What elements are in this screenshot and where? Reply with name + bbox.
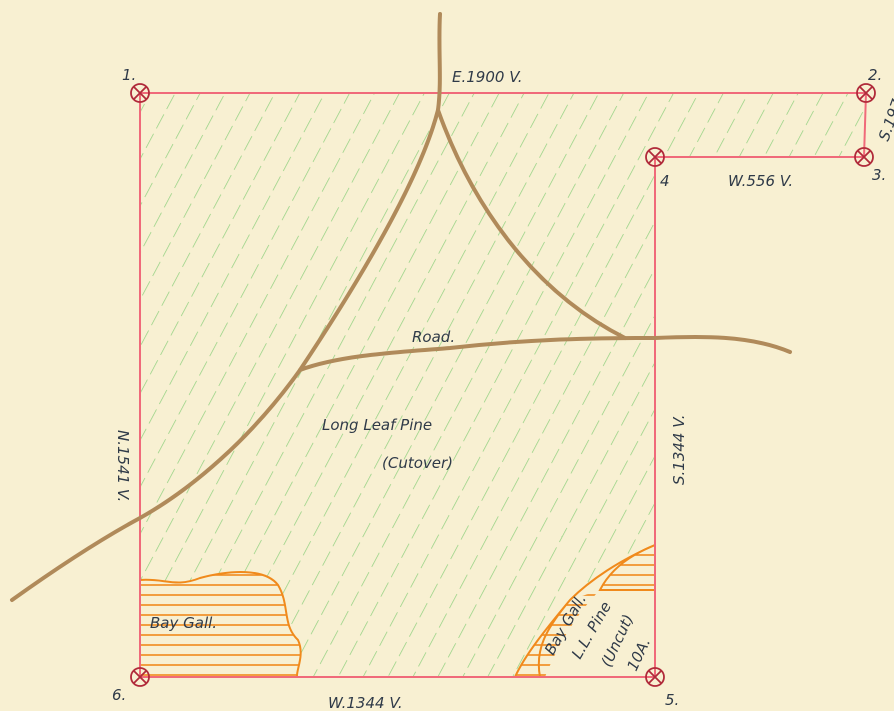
corner-label: 3. (872, 166, 886, 184)
road-fork (436, 108, 627, 340)
area-note: (Cutover) (382, 454, 453, 472)
corner-marker (130, 83, 150, 103)
area-label: Long Leaf Pine (322, 416, 432, 434)
road-main (298, 334, 792, 372)
road-label: Road. (412, 328, 455, 346)
bay-gall-right (598, 543, 656, 591)
corner-marker (130, 667, 150, 687)
corner-label: 1. (122, 66, 136, 84)
corner-label: 5. (665, 691, 679, 709)
corner-marker (645, 667, 665, 687)
corner-markers (130, 83, 876, 687)
bay-gall-left-hatch (140, 572, 301, 677)
corner-marker (856, 83, 876, 103)
cutover-area (140, 93, 866, 677)
boundary-label: E.1900 V. (452, 68, 523, 86)
bay-gall-right-lower (515, 590, 600, 677)
corner-marker (854, 147, 874, 167)
corner-label: 2. (868, 66, 882, 84)
bay-gall-label: Bay Gall. (150, 614, 217, 632)
boundary-label: N.1541 V. (114, 430, 132, 502)
corner-label: 6. (112, 686, 126, 704)
corner-label: 4 (660, 172, 670, 190)
boundary-label: W.556 V. (728, 172, 793, 190)
corner-marker (645, 147, 665, 167)
roads (10, 12, 792, 602)
boundary-label: W.1344 V. (328, 694, 403, 711)
boundary-label: S.1344 V. (670, 414, 688, 485)
